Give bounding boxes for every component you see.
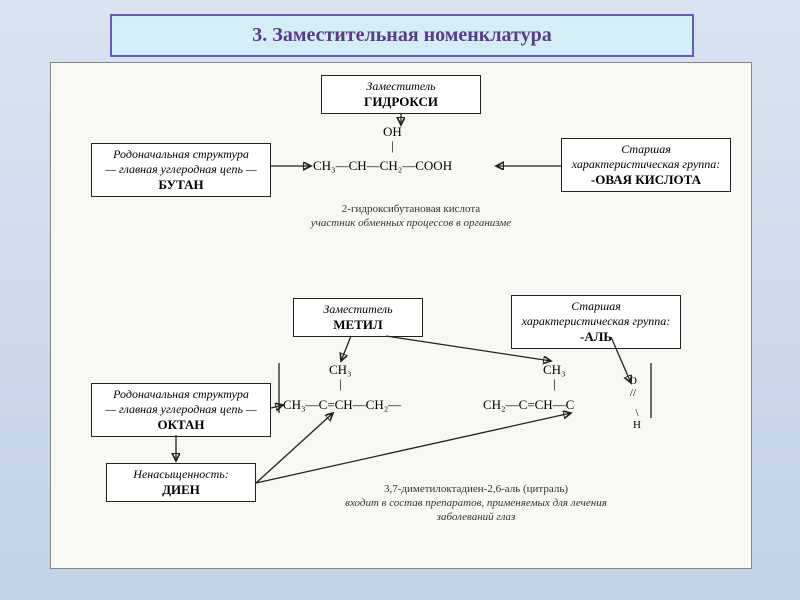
node-sub1-main: ГИДРОКСИ bbox=[326, 94, 476, 110]
page-title: 3. Заместительная номенклатура bbox=[110, 14, 694, 57]
node-sub2-header: Заместитель bbox=[298, 302, 418, 317]
node-unsaturation: Ненасыщенность: ДИЕН bbox=[106, 463, 256, 502]
node-parent1-header: Родоначальная структура bbox=[96, 147, 266, 162]
caption-2-note: входит в состав препаратов, применяемых … bbox=[321, 497, 631, 525]
node-senior2-header: Старшая характеристическая группа: bbox=[516, 299, 676, 329]
formula-ch3b: CH₃ | bbox=[543, 363, 566, 392]
node-substituent-1: Заместитель ГИДРОКСИ bbox=[321, 75, 481, 114]
node-senior2-main: -АЛЬ bbox=[516, 329, 676, 345]
node-senior-1: Старшая характеристическая группа: -ОВАЯ… bbox=[561, 138, 731, 192]
node-unsat-main: ДИЕН bbox=[111, 482, 251, 498]
node-parent-1: Родоначальная структура — главная углеро… bbox=[91, 143, 271, 197]
node-senior1-header: Старшая характеристическая группа: bbox=[566, 142, 726, 172]
caption-2-name: 3,7-диметилоктадиен-2,6-аль (цитраль) bbox=[321, 483, 631, 497]
page-title-text: 3. Заместительная номенклатура bbox=[252, 24, 551, 46]
formula-htail: \ H bbox=[633, 407, 641, 431]
node-parent1-italic: — главная углеродная цепь — bbox=[96, 162, 266, 177]
node-sub2-main: МЕТИЛ bbox=[298, 317, 418, 333]
node-senior1-main: -ОВАЯ КИСЛОТА bbox=[566, 172, 726, 188]
diagram-panel: Заместитель ГИДРОКСИ Родоначальная струк… bbox=[50, 62, 752, 569]
node-sub1-header: Заместитель bbox=[326, 79, 476, 94]
formula-aldehyde: O // bbox=[629, 375, 637, 399]
formula-right2: CH₂—C=CH—C bbox=[483, 398, 574, 412]
formula-chain1: CH₃—CH—CH₂—COOH bbox=[313, 159, 452, 173]
node-parent2-italic: — главная углеродная цепь — bbox=[96, 402, 266, 417]
node-parent1-main: БУТАН bbox=[96, 177, 266, 193]
formula-ch3a: CH₃ | bbox=[329, 363, 352, 392]
caption-1: 2-гидроксибутановая кислота участник обм… bbox=[281, 203, 541, 231]
formula-oh: OH | bbox=[383, 125, 402, 154]
node-senior-2: Старшая характеристическая группа: -АЛЬ bbox=[511, 295, 681, 349]
node-parent2-header: Родоначальная структура bbox=[96, 387, 266, 402]
formula-left2: CH₃—C=CH—CH₂— bbox=[283, 398, 401, 412]
node-parent-2: Родоначальная структура — главная углеро… bbox=[91, 383, 271, 437]
node-parent2-main: ОКТАН bbox=[96, 417, 266, 433]
caption-2: 3,7-диметилоктадиен-2,6-аль (цитраль) вх… bbox=[321, 483, 631, 524]
node-unsat-header: Ненасыщенность: bbox=[111, 467, 251, 482]
node-substituent-2: Заместитель МЕТИЛ bbox=[293, 298, 423, 337]
caption-1-name: 2-гидроксибутановая кислота bbox=[281, 203, 541, 217]
caption-1-note: участник обменных процессов в организме bbox=[281, 217, 541, 231]
